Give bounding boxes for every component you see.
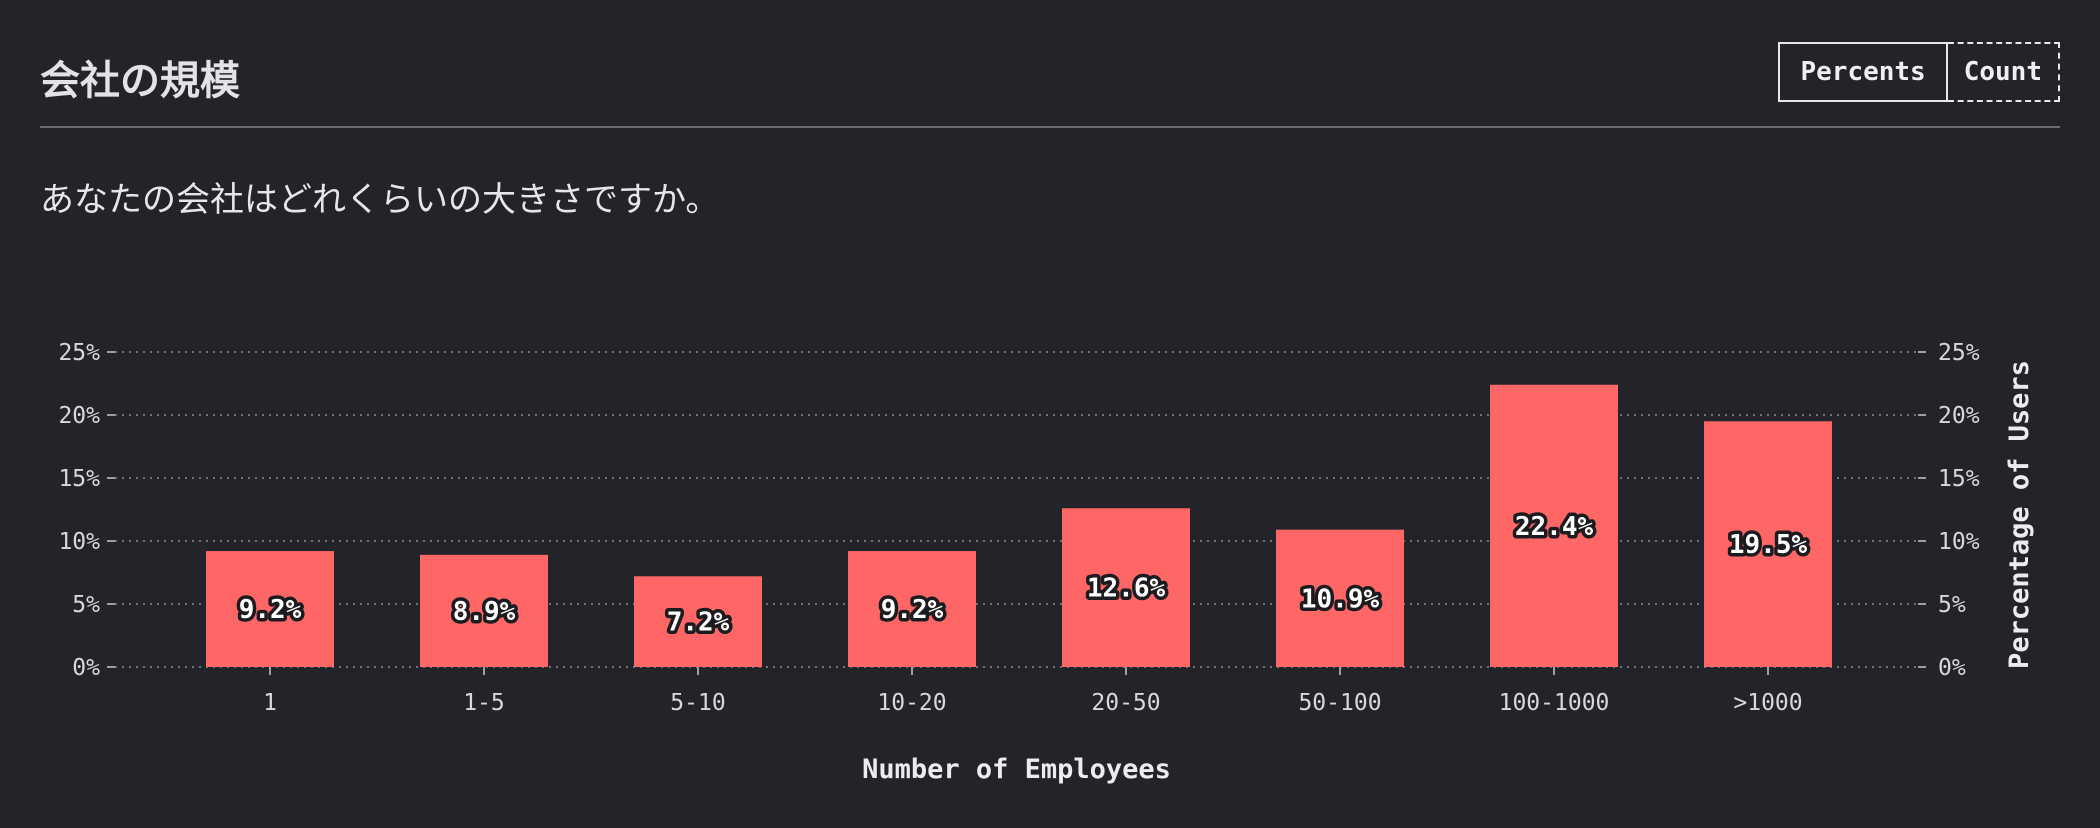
x-tick-label: 1 [263,690,277,716]
axes: 0% 0% 5% 5% 10% 10% 15% 15% 20% 20% 25% 25% 1 1-5 5-10… [58,340,1979,716]
y-tick-label-left: 0% [72,655,100,681]
x-tick-label: 100-1000 [1499,690,1610,716]
bar-value-label: 12.6% [1087,574,1166,604]
x-tick-label: 20-50 [1091,690,1160,716]
y-tick-label-right: 15% [1938,466,1980,492]
bar-value-label: 8.9% [453,597,516,627]
bar-value-label: 22.4% [1515,512,1594,542]
x-tick-label: >1000 [1733,690,1802,716]
bar[interactable] [206,551,334,667]
bar-value-label: 10.9% [1301,584,1380,614]
bar-value-label: 7.2% [667,608,730,638]
y-tick-label-left: 5% [72,592,100,618]
y-axis-title: Percentage of Users [2004,360,2035,669]
x-tick-label: 50-100 [1298,690,1381,716]
view-toggle: Percents Count [1778,42,2060,102]
bars [206,384,1832,667]
bar-chart: 9.2% 8.9% 7.2% 9.2%12.6% 10.9%22.4%19.5% 0% 0… [58,340,2035,785]
bar[interactable] [1704,421,1832,667]
y-tick-label-right: 10% [1938,529,1980,555]
y-tick-label-right: 0% [1938,655,1966,681]
bar[interactable] [634,576,762,667]
count-toggle-button[interactable]: Count [1947,42,2060,102]
bar-value-label: 9.2% [881,595,944,625]
bar[interactable] [848,551,976,667]
chart-header: 会社の規模 Percents Count [40,34,2060,128]
bar-value-label: 19.5% [1729,530,1808,560]
x-tick-label: 10-20 [877,690,946,716]
x-axis-title: Number of Employees [862,754,1171,785]
y-tick-label-left: 25% [58,340,100,366]
bar-value-labels: 9.2% 8.9% 7.2% 9.2% 12.6% 10.9% 22.4% 19.5% [235,508,1811,641]
y-tick-label-left: 15% [58,466,100,492]
x-tick-label: 5-10 [670,690,725,716]
x-tick-label: 1-5 [463,690,505,716]
chart-title: 会社の規模 [40,58,240,104]
survey-question: あなたの会社はどれくらいの大きさですか。 [40,180,720,220]
bar[interactable] [1490,384,1618,667]
grid-lines [115,351,1918,668]
y-tick-label-left: 20% [58,403,100,429]
percents-toggle-button[interactable]: Percents [1778,42,1948,102]
y-tick-label-right: 25% [1938,340,1980,366]
bar[interactable] [1276,529,1404,667]
y-tick-label-right: 20% [1938,403,1980,429]
y-tick-label-left: 10% [58,529,100,555]
bar-value-label: 9.2% [239,595,302,625]
bar[interactable] [420,554,548,667]
y-tick-label-right: 5% [1938,592,1966,618]
bar[interactable] [1062,508,1190,667]
